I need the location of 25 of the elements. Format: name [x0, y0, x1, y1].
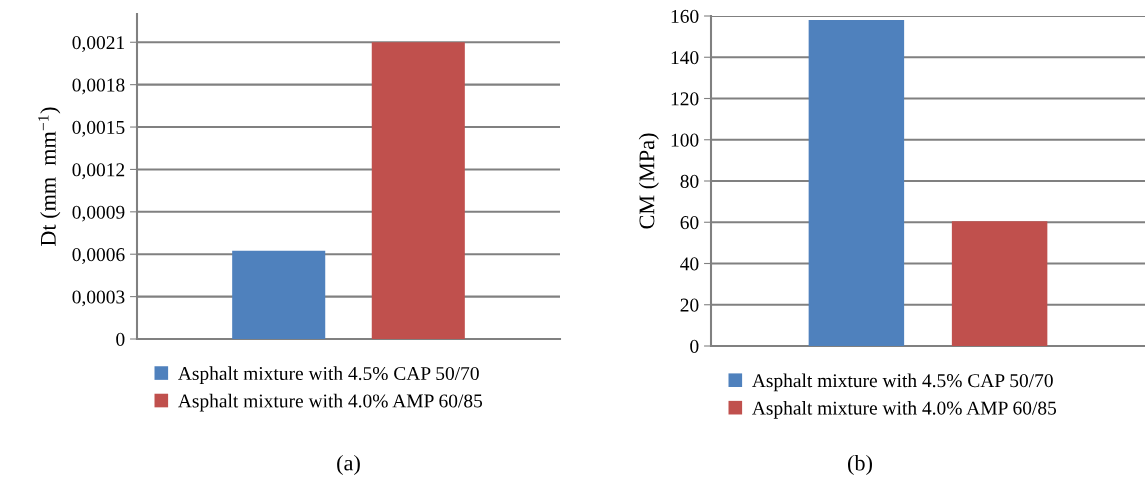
y-tick-label: 40 — [680, 257, 699, 271]
y-tick-label: 0 — [690, 339, 699, 353]
y-tick-label: 100 — [671, 133, 699, 147]
y-tick-label: 0,0018 — [72, 78, 125, 95]
legend-label: Asphalt mixture with 4.5% CAP 50/70 — [752, 373, 1053, 392]
y-tick-label: 0,0006 — [72, 248, 125, 264]
y-tick-label: 0,0021 — [72, 36, 125, 52]
y-tick-label: 80 — [680, 174, 699, 188]
legend-label: Asphalt mixture with 4.0% AMP 60/85 — [752, 400, 1057, 419]
legend-label: Asphalt mixture with 4.5% CAP 50/70 — [178, 366, 479, 384]
y-tick-label: 0,0015 — [72, 120, 125, 137]
y-tick-label: 20 — [680, 298, 699, 312]
y-tick-label: 0,0009 — [72, 205, 125, 222]
y-tick-label: 60 — [680, 216, 699, 230]
y-axis-title: Dt (mm mm$^{−1}$) — [38, 107, 61, 246]
legend-label: Asphalt mixture with 4.0% AMP 60/85 — [178, 393, 483, 412]
y-tick-label: 120 — [671, 92, 699, 106]
y-tick-label: 140 — [671, 51, 699, 65]
y-tick-label: 0,0012 — [72, 163, 125, 180]
y-tick-label: 0 — [116, 332, 125, 346]
y-axis-title: CM (MPa) — [638, 133, 659, 229]
text: (b) — [848, 454, 872, 476]
text: (a) — [337, 454, 360, 476]
y-tick-label: 0,0003 — [72, 290, 125, 307]
y-tick-label: 160 — [671, 9, 699, 23]
